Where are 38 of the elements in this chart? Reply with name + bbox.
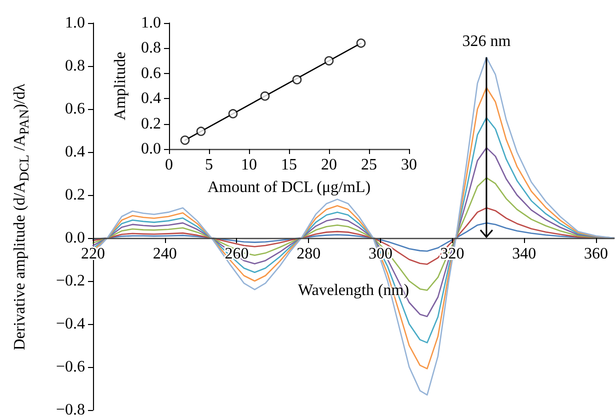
point: [260, 91, 270, 101]
y-tick-label: 0.4: [65, 144, 85, 160]
x-tick-label: 10: [241, 156, 257, 174]
y-tick-label: 0.2: [141, 115, 161, 132]
x-tick-label: 5: [205, 156, 213, 174]
point: [292, 75, 302, 84]
y-tick-label: −0.4: [56, 316, 85, 332]
x-tick-label: 220: [81, 246, 105, 262]
point: [324, 56, 334, 66]
x-tick-label: 15: [281, 156, 297, 174]
y-tick-label: 0.6: [65, 100, 85, 118]
x-tick-label: 0: [165, 156, 173, 174]
x-tick-label: 20: [321, 156, 337, 174]
point: [228, 109, 238, 118]
y-tick-label: 0.8: [141, 40, 161, 57]
point: [196, 126, 206, 136]
point: [356, 38, 366, 48]
y-tick-label: 1.0: [65, 14, 85, 32]
point: [180, 136, 190, 145]
y-tick-label: −0.2: [56, 272, 85, 290]
y-tick-label: −0.6: [56, 358, 85, 376]
x-tick-label: 25: [361, 156, 377, 174]
y-tick-label: 1.0: [141, 14, 161, 32]
x-tick-label: 280: [296, 246, 321, 262]
y-tick-label: −0.8: [56, 402, 85, 418]
y-tick-label: 0.0: [141, 140, 161, 158]
x-tick-label: 30: [401, 156, 417, 174]
y-tick-label: 0.0: [65, 230, 85, 246]
y-tick-label: 0.6: [141, 64, 161, 82]
x-tick-label: 340: [512, 246, 536, 262]
x-axis-title: Amount of DCL (μg/mL): [207, 179, 371, 197]
annotation: 326 nm: [462, 33, 511, 52]
x-tick-label: 360: [584, 246, 608, 262]
y-tick-label: 0.4: [141, 90, 161, 108]
y-tick-label: 0.2: [65, 186, 85, 204]
y-tick-label: 0.8: [65, 58, 85, 74]
x-tick-label: 240: [152, 246, 177, 262]
y-axis-title: Amplitude: [112, 52, 130, 120]
